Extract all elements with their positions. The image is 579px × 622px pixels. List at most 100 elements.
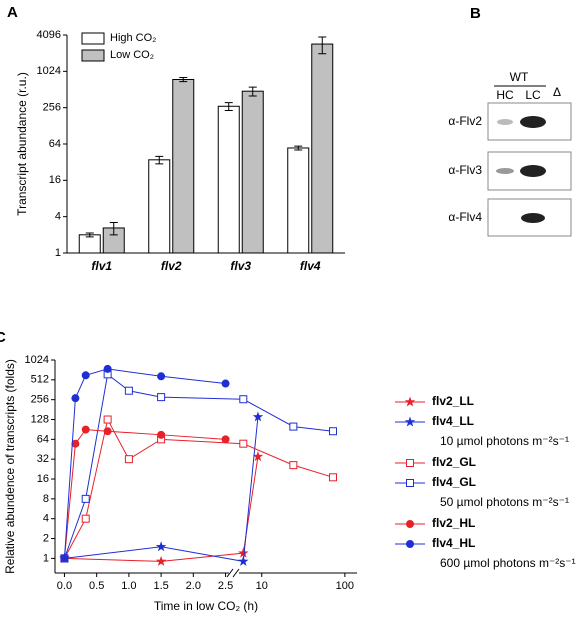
x-tick-label: 1.5 bbox=[153, 580, 168, 592]
star-marker bbox=[238, 555, 249, 566]
series-line bbox=[64, 416, 259, 562]
x-tick-label: 0.5 bbox=[89, 580, 104, 592]
panel-label: A bbox=[7, 4, 18, 21]
x-tick-label: flv2 bbox=[161, 259, 182, 273]
y-tick-label: 64 bbox=[49, 138, 61, 150]
error-bar bbox=[85, 232, 94, 238]
square-marker bbox=[124, 386, 133, 395]
circle-marker bbox=[221, 379, 230, 388]
circle-marker bbox=[81, 425, 90, 434]
lane-label: HC bbox=[496, 88, 514, 102]
y-tick-label: 1 bbox=[43, 552, 49, 564]
error-bar bbox=[109, 222, 118, 236]
y-tick-label: 32 bbox=[37, 453, 49, 465]
y-axis-title: Transcript abundance (r.u.) bbox=[15, 72, 29, 216]
x-tick-label: 100 bbox=[336, 580, 354, 592]
legend-swatch bbox=[81, 49, 105, 62]
circle-marker bbox=[221, 435, 230, 444]
series-line bbox=[64, 418, 334, 559]
star-marker bbox=[404, 396, 416, 407]
y-tick-label: 8 bbox=[43, 493, 49, 505]
square-marker bbox=[289, 422, 298, 431]
y-tick-label: 256 bbox=[31, 394, 49, 406]
square-marker bbox=[124, 455, 133, 464]
x-tick-label: flv4 bbox=[300, 259, 321, 273]
circle-marker bbox=[157, 430, 166, 439]
circle-marker bbox=[406, 520, 414, 528]
band bbox=[520, 116, 546, 128]
x-tick-label: 0.0 bbox=[57, 580, 72, 592]
x-tick-label: flv3 bbox=[230, 259, 251, 273]
square-marker bbox=[406, 459, 414, 467]
star-marker bbox=[155, 541, 167, 552]
strain-label: WT bbox=[510, 70, 529, 84]
x-axis-title: Time in low CO₂ (h) bbox=[154, 599, 258, 613]
circle-marker bbox=[157, 372, 166, 381]
y-tick-label: 4 bbox=[43, 513, 49, 525]
antibody-label: α-Flv2 bbox=[448, 114, 482, 128]
bar bbox=[241, 90, 264, 254]
circle-marker bbox=[60, 554, 69, 563]
series-line bbox=[63, 373, 334, 559]
antibody-label: α-Flv4 bbox=[448, 210, 482, 224]
series-line bbox=[63, 429, 226, 559]
series-line bbox=[63, 368, 226, 559]
square-marker bbox=[81, 494, 90, 503]
legend-label: flv2_LL bbox=[432, 394, 474, 408]
bar bbox=[172, 78, 195, 254]
circle-marker bbox=[406, 540, 414, 548]
legend-note: 600 µmol photons m⁻²s⁻¹ bbox=[440, 556, 576, 570]
legend-label: flv2_HL bbox=[432, 516, 475, 530]
star-marker bbox=[155, 555, 167, 566]
legend-note: 50 µmol photons m⁻²s⁻¹ bbox=[440, 495, 569, 509]
square-marker bbox=[328, 473, 337, 482]
y-tick-label: 2 bbox=[43, 532, 49, 544]
bar bbox=[148, 159, 171, 254]
bar bbox=[78, 234, 101, 254]
legend-label: flv4_GL bbox=[432, 475, 476, 489]
star-marker bbox=[252, 411, 264, 422]
bar bbox=[217, 105, 240, 254]
circle-marker bbox=[71, 394, 80, 403]
circle-marker bbox=[103, 364, 112, 373]
axis-break bbox=[229, 568, 239, 578]
band bbox=[496, 168, 514, 174]
lane-label: LC bbox=[525, 88, 541, 102]
x-tick-label: 2.5 bbox=[218, 580, 233, 592]
band bbox=[497, 119, 513, 125]
legend-note: 10 µmol photons m⁻²s⁻¹ bbox=[440, 434, 569, 448]
band bbox=[521, 213, 545, 223]
error-bar bbox=[248, 86, 257, 97]
error-bar bbox=[179, 76, 188, 83]
y-tick-label: 128 bbox=[31, 413, 49, 425]
square-marker bbox=[157, 393, 166, 402]
y-tick-label: 256 bbox=[43, 102, 61, 114]
blot-panel: B WT HC LC Δ α-Flv2 α-Flv3 α-Flv4 bbox=[448, 5, 572, 237]
y-tick-label: 1024 bbox=[25, 354, 49, 366]
antibody-label: α-Flv3 bbox=[448, 163, 482, 177]
star-marker bbox=[404, 416, 416, 427]
legend-label: flv2_GL bbox=[432, 455, 476, 469]
x-tick-label: 1.0 bbox=[121, 580, 136, 592]
bar bbox=[311, 43, 334, 254]
star-marker bbox=[238, 547, 249, 558]
star-marker bbox=[252, 451, 264, 462]
error-bar bbox=[224, 102, 233, 111]
square-marker bbox=[81, 514, 90, 523]
legend-label: Low CO₂ bbox=[110, 49, 154, 61]
legend-swatch bbox=[81, 32, 105, 45]
y-tick-label: 16 bbox=[37, 473, 49, 485]
bar bbox=[287, 147, 310, 254]
square-marker bbox=[239, 395, 248, 404]
x-tick-label: 2.0 bbox=[186, 580, 201, 592]
error-bar bbox=[294, 145, 303, 151]
series-line bbox=[64, 456, 259, 562]
square-marker bbox=[289, 461, 298, 470]
error-bar bbox=[155, 155, 164, 165]
band bbox=[520, 165, 546, 177]
y-tick-label: 64 bbox=[37, 433, 49, 445]
legend-label: High CO₂ bbox=[110, 32, 156, 44]
y-tick-label: 4096 bbox=[37, 29, 61, 41]
square-marker bbox=[239, 439, 248, 448]
